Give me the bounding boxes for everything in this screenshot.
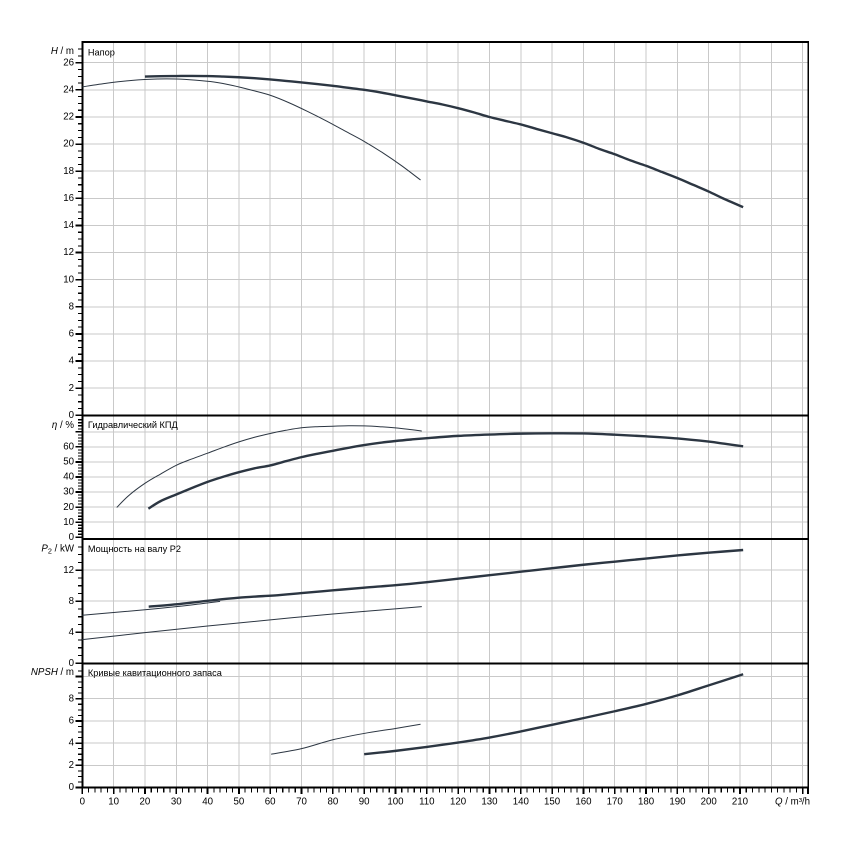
svg-text:30: 30 (171, 796, 182, 807)
svg-text:50: 50 (63, 457, 74, 468)
svg-text:210: 210 (732, 796, 749, 807)
svg-text:70: 70 (296, 796, 307, 807)
svg-text:22: 22 (63, 112, 74, 123)
svg-text:0: 0 (69, 658, 75, 669)
svg-text:10: 10 (108, 796, 119, 807)
svg-text:η / %: η / % (52, 420, 74, 431)
svg-text:40: 40 (202, 796, 213, 807)
svg-text:4: 4 (69, 627, 75, 638)
svg-text:P2 / kW: P2 / kW (41, 543, 74, 555)
svg-text:20: 20 (63, 139, 74, 150)
svg-text:2: 2 (69, 760, 74, 771)
svg-text:180: 180 (638, 796, 655, 807)
svg-text:8: 8 (69, 301, 74, 312)
svg-text:H / m: H / m (51, 46, 74, 57)
svg-text:0: 0 (80, 796, 86, 807)
svg-text:20: 20 (63, 502, 74, 513)
svg-text:160: 160 (575, 796, 592, 807)
svg-text:NPSH / m: NPSH / m (31, 667, 74, 678)
svg-text:26: 26 (63, 57, 74, 68)
svg-text:14: 14 (63, 220, 74, 231)
svg-text:0: 0 (69, 532, 75, 543)
svg-text:18: 18 (63, 166, 74, 177)
svg-text:24: 24 (63, 85, 74, 96)
svg-text:40: 40 (63, 472, 74, 483)
svg-text:Мощность на валу P2: Мощность на валу P2 (88, 544, 181, 554)
svg-text:4: 4 (69, 356, 75, 367)
svg-text:Напор: Напор (88, 48, 115, 58)
svg-text:8: 8 (69, 693, 74, 704)
svg-text:200: 200 (701, 796, 718, 807)
svg-text:80: 80 (328, 796, 339, 807)
svg-text:170: 170 (607, 796, 624, 807)
svg-text:150: 150 (544, 796, 561, 807)
svg-text:60: 60 (265, 796, 276, 807)
svg-text:Гидравлический КПД: Гидравлический КПД (88, 420, 179, 430)
svg-text:100: 100 (387, 796, 404, 807)
svg-text:12: 12 (63, 565, 74, 576)
svg-text:6: 6 (69, 716, 74, 727)
svg-text:2: 2 (69, 383, 74, 394)
svg-text:10: 10 (63, 274, 74, 285)
svg-text:Кривые кавитационного запаса: Кривые кавитационного запаса (88, 668, 223, 678)
svg-text:8: 8 (69, 596, 74, 607)
svg-text:190: 190 (669, 796, 686, 807)
svg-text:0: 0 (69, 782, 75, 793)
svg-text:6: 6 (69, 329, 74, 340)
svg-text:12: 12 (63, 247, 74, 258)
svg-text:30: 30 (63, 487, 74, 498)
svg-text:140: 140 (513, 796, 530, 807)
svg-text:4: 4 (69, 738, 75, 749)
svg-text:20: 20 (140, 796, 151, 807)
svg-text:Q / m³/h: Q / m³/h (775, 796, 810, 807)
svg-text:130: 130 (481, 796, 498, 807)
svg-text:10: 10 (63, 517, 74, 528)
svg-text:110: 110 (419, 796, 435, 807)
svg-text:16: 16 (63, 193, 74, 204)
svg-text:60: 60 (63, 442, 74, 453)
svg-text:120: 120 (450, 796, 467, 807)
svg-text:50: 50 (234, 796, 245, 807)
svg-text:90: 90 (359, 796, 370, 807)
svg-text:0: 0 (69, 410, 75, 421)
